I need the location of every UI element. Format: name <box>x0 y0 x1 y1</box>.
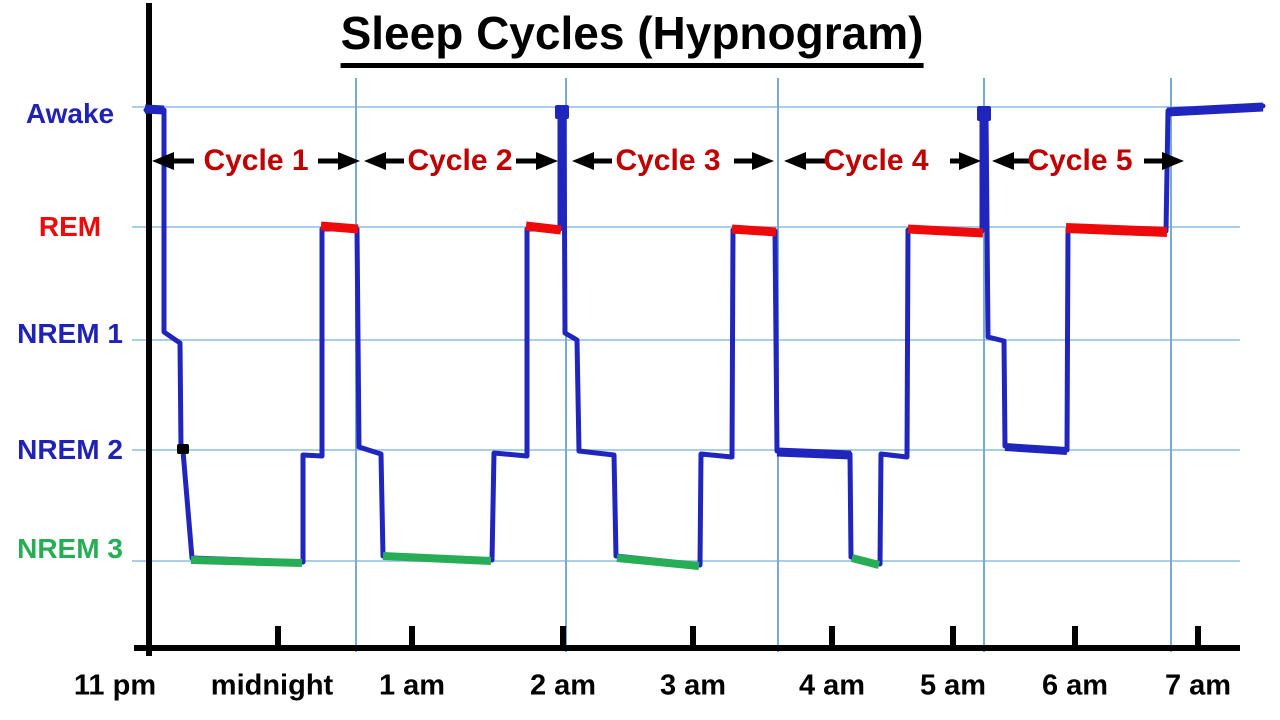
cycle-label-5: Cycle 5 <box>1027 144 1133 177</box>
cycle-arrow-head <box>959 152 981 170</box>
rem-segment <box>1065 223 1168 237</box>
cycle-arrow-head <box>364 152 386 170</box>
awake-segment <box>144 104 165 115</box>
tick-mark <box>950 626 956 648</box>
x-axis-label-11-pm: 11 pm <box>73 669 157 702</box>
cycle-label-2: Cycle 2 <box>407 144 513 177</box>
tick-mark <box>829 626 835 648</box>
x-axis-label-5-am: 5 am <box>919 669 987 702</box>
x-axis-label-2-am: 2 am <box>529 669 597 702</box>
tick-mark <box>1072 626 1078 648</box>
cycle-arrow-head <box>338 152 360 170</box>
x-axis-label-midnight: midnight <box>210 669 334 702</box>
black-artifact-mark <box>177 444 189 454</box>
cycle-arrow-head <box>152 152 174 170</box>
tick-mark <box>409 626 415 648</box>
nrem2-plateau-segment <box>1004 443 1068 455</box>
deep-sleep-segment <box>616 554 700 570</box>
cycle-arrow-head <box>992 152 1014 170</box>
rem-segment <box>907 224 984 238</box>
spike-cap <box>555 105 569 119</box>
nrem2-plateau-segment <box>776 447 852 460</box>
rem-segment <box>525 221 562 235</box>
page-title: Sleep Cycles (Hypnogram) <box>340 6 924 68</box>
y-axis-label-nrem-1: NREM 1 <box>17 318 123 349</box>
x-axis-label-7-am: 7 am <box>1164 669 1232 702</box>
rem-segment <box>320 221 359 234</box>
y-axis-label-awake: Awake <box>25 98 115 129</box>
cycle-label-1: Cycle 1 <box>203 144 309 177</box>
y-axis-label-rem: REM <box>38 211 102 242</box>
cycle-arrow-head <box>572 152 594 170</box>
y-axis-label-nrem-3: NREM 3 <box>17 533 123 564</box>
x-axis-label-3-am: 3 am <box>659 669 727 702</box>
cycle-arrow-head <box>536 152 558 170</box>
awake-segment <box>1166 102 1264 117</box>
spike-cap <box>977 106 991 121</box>
deep-sleep-segment <box>382 552 492 565</box>
x-axis-label-1-am: 1 am <box>378 669 446 702</box>
x-axis-label-4-am: 4 am <box>798 669 866 702</box>
cycle-arrow-head <box>752 152 774 170</box>
tick-mark <box>275 626 281 648</box>
cycle-arrow-head <box>784 152 806 170</box>
deep-sleep-segment <box>850 554 881 569</box>
tick-mark <box>560 626 566 648</box>
deep-sleep-segment <box>190 556 303 567</box>
cycle-label-3: Cycle 3 <box>615 144 721 177</box>
cycle-label-4: Cycle 4 <box>823 144 929 177</box>
y-axis-label-nrem-2: NREM 2 <box>17 434 123 465</box>
tick-mark <box>690 626 696 648</box>
x-axis-label-6-am: 6 am <box>1041 669 1109 702</box>
cycle-arrow-head <box>1162 152 1184 170</box>
tick-mark <box>1195 626 1201 648</box>
rem-segment <box>731 224 777 237</box>
